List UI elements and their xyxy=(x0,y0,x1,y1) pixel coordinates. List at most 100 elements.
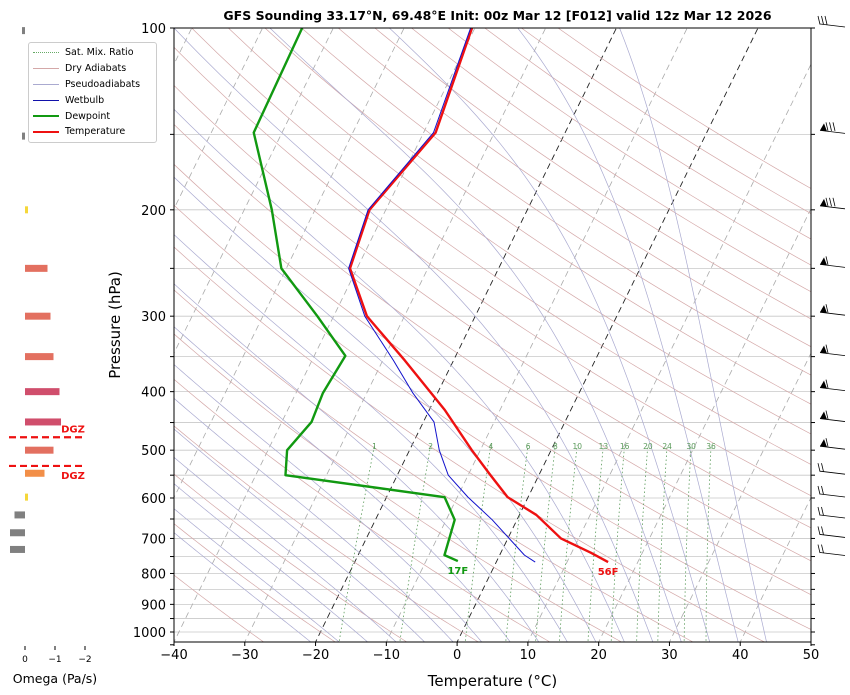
pseudoadiabat xyxy=(174,483,369,642)
y-tick-label: 1000 xyxy=(133,626,166,641)
dry-adiabat xyxy=(174,425,479,642)
mixing-ratio-line xyxy=(535,444,556,642)
dry-adiabat xyxy=(228,28,811,435)
barb-feather xyxy=(825,122,829,131)
x-tick-label: 40 xyxy=(732,648,749,663)
omega-bar xyxy=(25,388,60,396)
x-tick-label: 50 xyxy=(803,648,820,663)
dry-adiabat xyxy=(301,28,811,376)
omega-tick-label: −2 xyxy=(78,655,91,665)
dgz-label: DGZ xyxy=(61,471,85,482)
pseudoadiabat xyxy=(174,364,483,642)
barb-feather xyxy=(824,15,828,25)
mixing-ratio-label: 20 xyxy=(643,442,653,451)
y-tick-label: 200 xyxy=(141,204,166,219)
barb-feather xyxy=(817,544,821,554)
x-tick-label: 0 xyxy=(453,648,461,663)
barb-feather xyxy=(832,122,836,131)
omega-bar xyxy=(25,469,45,477)
legend-pseudoadiabats: Pseudoadiabats xyxy=(29,77,156,93)
barb-staff xyxy=(819,534,846,538)
isotherm xyxy=(174,28,334,355)
x-tick-label: −20 xyxy=(302,648,329,663)
dry-adiabat xyxy=(174,246,766,642)
barb-feather xyxy=(832,197,836,207)
wetbulb-line xyxy=(348,28,536,563)
legend-label: Wetbulb xyxy=(65,94,105,106)
barb-flag xyxy=(820,123,827,132)
wind-barb xyxy=(819,304,846,316)
mixing-ratio-line xyxy=(505,444,529,642)
pseudoadiabat xyxy=(174,428,426,642)
dry-adiabat xyxy=(374,28,811,320)
dry-adiabat xyxy=(174,46,811,497)
mixing-ratio-label: 24 xyxy=(662,442,672,451)
x-tick-label: 20 xyxy=(590,648,607,663)
wind-barb xyxy=(819,379,846,392)
barb-feather xyxy=(825,197,829,207)
barb-feather xyxy=(821,526,824,536)
x-axis-label: Temperature (°C) xyxy=(427,672,557,690)
y-tick-label: 400 xyxy=(141,386,166,401)
isotherm xyxy=(315,28,617,642)
legend-label: Dewpoint xyxy=(65,110,111,122)
mixing-ratio-label: 6 xyxy=(526,442,531,451)
omega-bar xyxy=(25,353,54,361)
chart-title: GFS Sounding 33.17°N, 69.48°E Init: 00z … xyxy=(223,8,771,23)
x-tick-label: 30 xyxy=(661,648,678,663)
wind-barb xyxy=(819,438,846,450)
dry-adiabat xyxy=(191,28,811,465)
dry-adiabat xyxy=(411,28,811,293)
barb-feather xyxy=(821,485,824,495)
isotherm xyxy=(174,28,476,642)
barb-feather xyxy=(817,15,821,25)
mixing-ratio-line xyxy=(657,444,668,642)
y-tick-label: 100 xyxy=(141,22,166,37)
omega-bar xyxy=(10,545,25,553)
isotherm xyxy=(739,496,811,642)
legend-label: Sat. Mix. Ratio xyxy=(65,47,134,59)
pseudoadiabat xyxy=(174,108,625,642)
omega-axis-label: Omega (Pa/s) xyxy=(13,671,97,686)
dry-adiabat xyxy=(174,163,811,596)
barb-feather xyxy=(825,344,829,354)
barb-feather xyxy=(817,463,821,472)
barb-flag xyxy=(820,345,827,354)
isotherm xyxy=(174,28,405,499)
dewpoint-line xyxy=(252,28,459,563)
isotherm xyxy=(598,207,811,642)
barb-feather xyxy=(829,122,832,131)
pseudoadiabat xyxy=(174,234,568,642)
wind-barb xyxy=(817,485,846,498)
y-tick-label: 600 xyxy=(141,492,166,507)
barb-feather xyxy=(825,304,829,313)
x-tick-label: −30 xyxy=(231,648,258,663)
wind-barb xyxy=(819,122,846,134)
barb-feather xyxy=(821,506,824,516)
isotherm xyxy=(456,28,759,642)
isotherm xyxy=(174,28,263,210)
omega-bar xyxy=(14,511,25,519)
barb-staff xyxy=(819,23,846,28)
wind-barb xyxy=(817,506,846,519)
barb-flag xyxy=(820,198,827,207)
mixing-ratio-line xyxy=(610,444,626,642)
legend-sat-mix-ratio: Sat. Mix. Ratio xyxy=(29,45,156,61)
mixing-ratio-line xyxy=(636,444,649,642)
mixing-ratio-label: 2 xyxy=(428,442,433,451)
y-tick-label: 500 xyxy=(141,444,166,459)
omega-bar xyxy=(22,27,25,35)
mixing-ratio-label: 36 xyxy=(706,442,716,451)
y-axis-label: Pressure (hPa) xyxy=(106,271,124,379)
isotherm xyxy=(668,352,811,642)
pseudoadiabat xyxy=(174,456,397,642)
barb-feather xyxy=(821,463,824,472)
dgz-label: DGZ xyxy=(61,424,85,435)
barb-staff xyxy=(819,514,846,519)
omega-bar xyxy=(25,264,48,272)
barb-staff xyxy=(819,552,846,556)
dry-adiabat xyxy=(557,28,811,189)
wind-barb xyxy=(817,526,846,538)
y-tick-label: 700 xyxy=(141,532,166,547)
